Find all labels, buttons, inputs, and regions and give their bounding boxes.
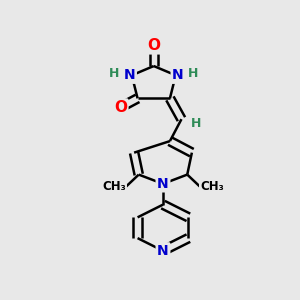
Text: H: H xyxy=(109,67,120,80)
Text: O: O xyxy=(114,100,127,115)
Text: N: N xyxy=(124,68,135,82)
Text: H: H xyxy=(191,117,202,130)
Text: N: N xyxy=(157,244,169,258)
Text: N: N xyxy=(172,68,184,82)
Text: N: N xyxy=(157,177,169,191)
Text: CH₃: CH₃ xyxy=(200,180,224,193)
Text: CH₃: CH₃ xyxy=(102,180,126,193)
Text: O: O xyxy=(147,38,160,53)
Text: H: H xyxy=(188,67,198,80)
